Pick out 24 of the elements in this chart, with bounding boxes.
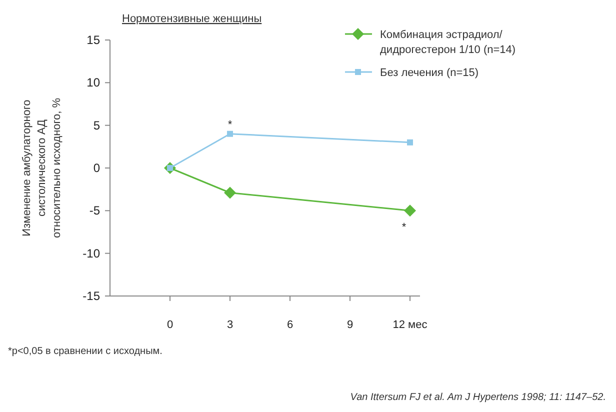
y-tick-label: -15: [82, 289, 100, 303]
x-tick-label: 12 мес: [392, 319, 428, 331]
x-tick-label: 0: [166, 319, 174, 331]
x-tick-label: 9: [346, 319, 354, 331]
annotation: *: [228, 118, 233, 131]
x-tick-label: 6: [286, 319, 294, 331]
legend-label: Комбинация эстрадиол/ дидрогестерон 1/10 (n=14): [380, 29, 516, 56]
legend-label: Без лечения (n=15): [380, 67, 479, 79]
y-axis-title: Изменение амбулаторного систолического АД относительно исходного, %: [21, 98, 63, 238]
point: [227, 130, 233, 137]
chart-title: Нормотензивные женщины: [122, 13, 262, 25]
point: [404, 204, 416, 217]
y-tick-label: -10: [82, 246, 100, 260]
y-tick-label: 15: [86, 33, 100, 47]
x-tick-label: 3: [226, 319, 234, 331]
point: [224, 186, 236, 199]
text: Van Ittersum FJ et al. Am J Hypertens 1998; 11: 1147–52.: [350, 392, 606, 403]
y-tick-label: 0: [93, 161, 100, 175]
annotation: *: [402, 222, 407, 234]
text: *p<0,05 в сравнении с исходным.: [8, 346, 162, 357]
y-tick-label: -5: [89, 204, 100, 218]
point: [407, 139, 413, 146]
y-tick-label: 10: [86, 76, 100, 90]
y-tick-label: 5: [93, 118, 100, 132]
